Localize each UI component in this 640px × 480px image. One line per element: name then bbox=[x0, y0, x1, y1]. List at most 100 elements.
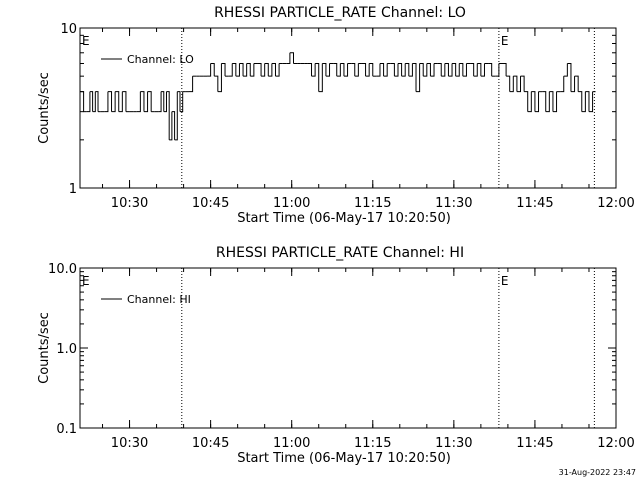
series-segment bbox=[473, 63, 478, 77]
x-tick-label: 12:00 bbox=[597, 196, 634, 211]
x-tick-label: 11:30 bbox=[435, 436, 472, 451]
chart-title: RHESSI PARTICLE_RATE Channel: LO bbox=[214, 5, 466, 21]
series-segment bbox=[383, 63, 388, 77]
y-tick-label: 1.0 bbox=[56, 342, 77, 357]
series-segment bbox=[257, 62, 262, 77]
series-segment bbox=[585, 91, 590, 112]
series-segment bbox=[161, 91, 165, 112]
series-segment bbox=[369, 62, 374, 77]
x-tick-label: 10:45 bbox=[192, 436, 229, 451]
chart-panel-hi: RHESSI PARTICLE_RATE Channel: HI 10:30 10:… bbox=[37, 245, 635, 466]
series-segment bbox=[560, 76, 565, 93]
series-segment bbox=[243, 63, 248, 77]
series-segment bbox=[275, 63, 280, 77]
series-segment bbox=[552, 91, 558, 113]
series-segment bbox=[524, 91, 529, 112]
series-segment bbox=[235, 63, 240, 77]
series-segment bbox=[179, 91, 184, 113]
series-segment bbox=[513, 75, 518, 92]
plot-frame bbox=[79, 27, 617, 189]
series-segment bbox=[397, 62, 403, 77]
series-segment bbox=[408, 63, 413, 77]
series-segment bbox=[171, 111, 176, 140]
series-segment bbox=[111, 91, 116, 113]
series-segment bbox=[189, 76, 194, 93]
series-segment bbox=[390, 62, 395, 77]
series-segment bbox=[452, 62, 457, 77]
event-marker: E bbox=[501, 274, 509, 288]
series-segment bbox=[311, 63, 316, 77]
series-segment bbox=[563, 63, 568, 77]
series-segment bbox=[509, 76, 514, 93]
series-segment bbox=[354, 63, 359, 77]
series-segment bbox=[470, 62, 475, 77]
series-segment bbox=[448, 63, 453, 77]
series-segment bbox=[574, 75, 579, 92]
series-segment bbox=[336, 63, 341, 77]
y-tick-label: 10.0 bbox=[48, 262, 77, 277]
series-segment bbox=[177, 91, 181, 112]
x-tick-label: 11:30 bbox=[435, 196, 472, 211]
x-tick-label: 11:45 bbox=[516, 436, 553, 451]
series-segment bbox=[459, 62, 464, 77]
series-segment bbox=[166, 91, 170, 140]
series-segment bbox=[567, 62, 572, 92]
series-segment bbox=[495, 63, 500, 77]
series-segment bbox=[207, 63, 212, 77]
series-segment bbox=[289, 52, 294, 64]
series-segment bbox=[340, 62, 345, 77]
series-segment bbox=[419, 62, 424, 77]
series-segment bbox=[588, 91, 594, 113]
y-axis-label: Counts/sec bbox=[37, 312, 52, 384]
series-segment bbox=[343, 63, 349, 77]
series-segment bbox=[516, 76, 522, 93]
x-tick-label: 11:15 bbox=[354, 196, 391, 211]
series-segment bbox=[455, 63, 460, 77]
series-segment bbox=[315, 62, 320, 92]
legend-label: Channel: HI bbox=[127, 293, 191, 306]
event-marker: E bbox=[82, 274, 90, 288]
series-segment bbox=[477, 62, 482, 77]
series-segment bbox=[174, 91, 178, 141]
series-segment bbox=[86, 91, 91, 113]
series-segment bbox=[264, 62, 269, 77]
series-segment bbox=[122, 91, 127, 112]
series-segment bbox=[158, 91, 162, 113]
event-marker: E bbox=[501, 34, 509, 48]
series-segment bbox=[542, 91, 547, 112]
series-segment bbox=[268, 63, 273, 77]
x-tick-label: 12:00 bbox=[597, 436, 634, 451]
x-axis-label: Start Time (06-May-17 10:20:50) bbox=[237, 211, 451, 226]
series-segment bbox=[423, 63, 428, 77]
series-segment bbox=[232, 62, 237, 77]
x-tick-label: 11:00 bbox=[273, 436, 310, 451]
y-tick-label: 1 bbox=[69, 182, 77, 197]
plot-frame bbox=[79, 267, 617, 429]
series-segment bbox=[520, 75, 525, 92]
series-segment bbox=[462, 63, 467, 77]
x-tick-label: 11:15 bbox=[354, 436, 391, 451]
series-segment bbox=[210, 62, 215, 77]
series-segment bbox=[89, 91, 94, 112]
series-segment bbox=[325, 63, 331, 77]
x-tick-label: 10:30 bbox=[111, 436, 148, 451]
series-segment bbox=[578, 91, 583, 112]
x-axis-label: Start Time (06-May-17 10:20:50) bbox=[237, 451, 451, 466]
series-segment bbox=[92, 91, 96, 113]
series-segment bbox=[441, 63, 446, 77]
series-segment bbox=[143, 91, 149, 113]
chart-title: RHESSI PARTICLE_RATE Channel: HI bbox=[216, 245, 464, 261]
legend-label: Channel: LO bbox=[127, 53, 194, 66]
x-tick-label: 11:45 bbox=[516, 196, 553, 211]
series-segment bbox=[545, 91, 550, 113]
series-segment bbox=[394, 63, 399, 77]
series-segment bbox=[365, 63, 370, 77]
series-segment bbox=[169, 111, 173, 141]
series-segment bbox=[437, 62, 442, 77]
series-segment bbox=[217, 63, 222, 93]
series-segment bbox=[104, 91, 109, 113]
chart-panel-lo: RHESSI PARTICLE_RATE Channel: LO 10:30 10:… bbox=[37, 5, 635, 226]
footer-timestamp: 31-Aug-2022 23:47 bbox=[559, 468, 636, 477]
series-segment bbox=[333, 62, 338, 77]
